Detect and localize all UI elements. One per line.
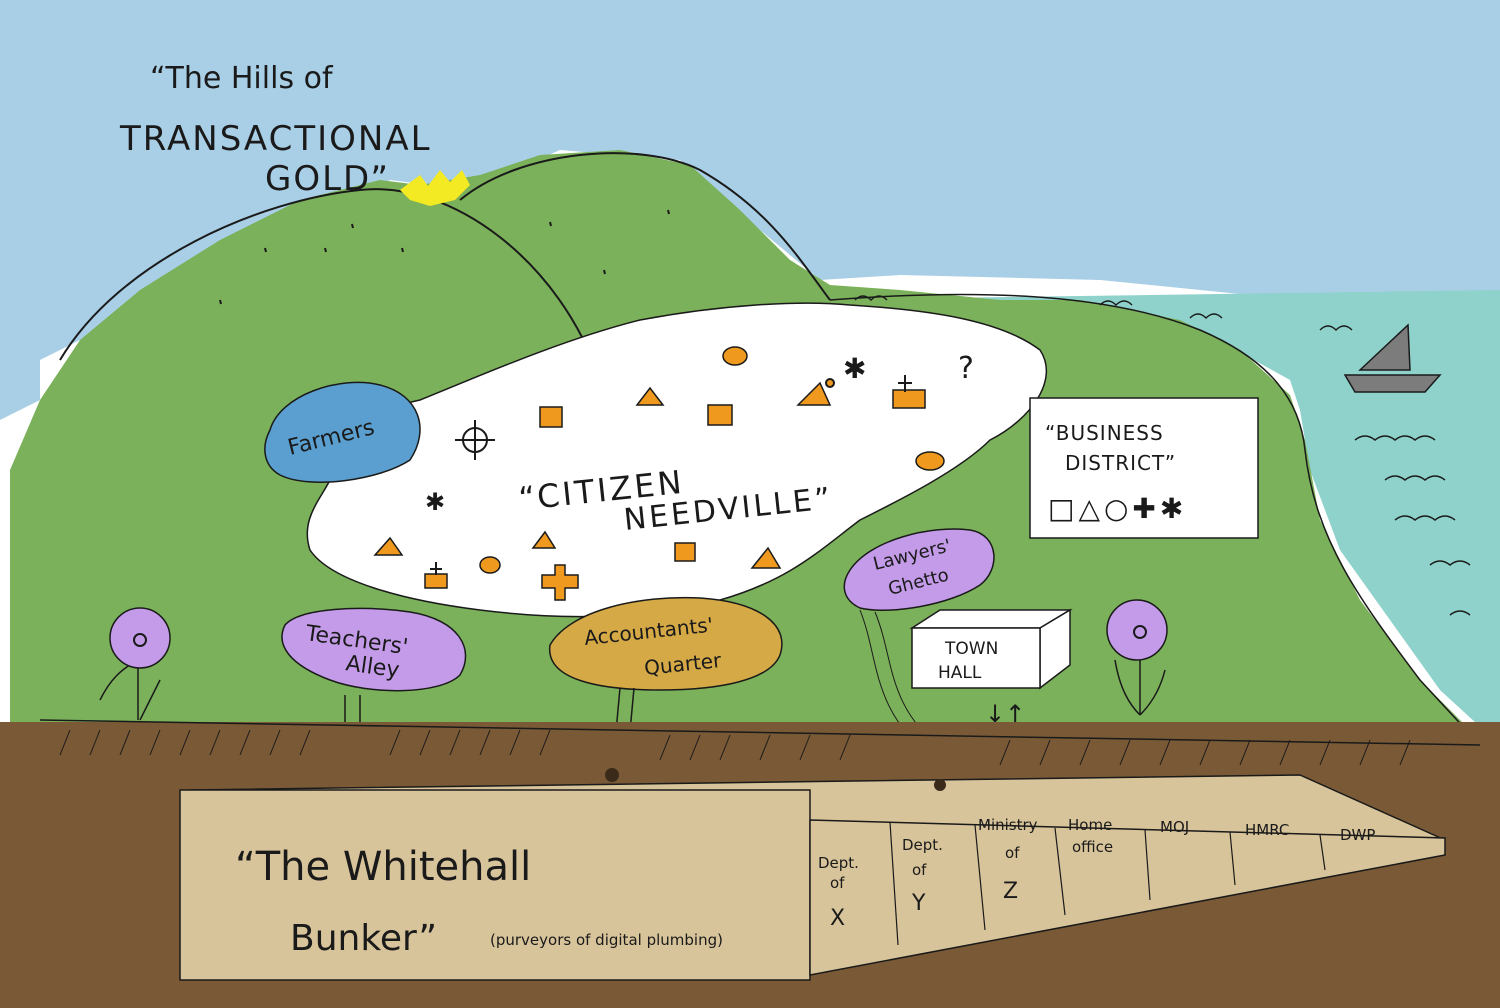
gold-deposit — [400, 170, 470, 206]
city-line-symbols — [430, 375, 912, 575]
farmers-area — [264, 381, 421, 483]
business-district-line-2: DISTRICT” — [1065, 451, 1176, 475]
grass-ticks — [219, 209, 670, 305]
lawyers-ghetto-area — [843, 528, 995, 611]
svg-text:of: of — [912, 861, 927, 879]
town-hall-line-1: TOWN — [944, 639, 998, 659]
square-symbol — [539, 406, 563, 428]
svg-text:MOJ: MOJ — [1160, 818, 1189, 836]
triangle-symbol — [750, 546, 782, 569]
square-symbol — [707, 404, 733, 426]
department-moj: MOJ — [1160, 818, 1189, 836]
svg-text:of: of — [1005, 844, 1020, 862]
asterisk-symbol: ✱ — [843, 352, 866, 385]
bunker-title-line-1: “The Whitehall — [235, 844, 531, 890]
triangle-symbol — [531, 530, 557, 549]
svg-text:office: office — [1072, 838, 1113, 856]
sky — [0, 0, 1500, 380]
sea — [800, 290, 1500, 745]
business-district-box — [1029, 397, 1259, 539]
sailboat — [1343, 323, 1442, 393]
department-dept-x: Dept. of X — [818, 854, 859, 931]
title-line-1: “The Hills of — [150, 61, 334, 96]
bunker-title-line-2: Bunker” — [290, 918, 437, 959]
town-hall-line-2: HALL — [938, 663, 982, 683]
triangle-symbol — [635, 386, 665, 406]
town-hall-front — [911, 627, 1041, 689]
triangle-symbol — [373, 536, 404, 556]
svg-text:DWP: DWP — [1340, 826, 1375, 844]
square-symbol — [674, 542, 696, 562]
circle-symbol — [722, 346, 748, 366]
teachers-alley-area — [281, 607, 467, 692]
soil-hatching — [59, 729, 1411, 766]
waves — [854, 295, 1471, 616]
svg-text:HMRC: HMRC — [1245, 821, 1289, 839]
department-dividers — [889, 821, 1326, 946]
coastline — [829, 293, 1481, 746]
bunker-front — [179, 789, 811, 981]
department-ministry-z: Ministry of Z — [978, 816, 1038, 904]
svg-text:Z: Z — [1003, 879, 1018, 904]
svg-text:Dept.: Dept. — [902, 836, 943, 854]
business-district-symbols: □△○✚✱ — [1048, 492, 1187, 525]
triangle-symbol — [796, 381, 832, 406]
accountants-quarter-area — [549, 596, 783, 691]
department-dept-y: Dept. of Y — [902, 836, 943, 916]
title-line-3: GOLD” — [265, 159, 390, 199]
flower-left — [99, 607, 171, 721]
department-hmrc: HMRC — [1245, 821, 1289, 839]
soil-surface-line — [39, 719, 1481, 746]
svg-text:X: X — [830, 906, 845, 931]
city-symbols — [373, 346, 945, 601]
circle-symbol — [479, 556, 501, 574]
citizen-needville-area — [306, 302, 1047, 618]
circle-symbol — [915, 451, 945, 471]
hill-outline-right — [459, 152, 831, 301]
department-home-office: Home office — [1068, 816, 1113, 856]
gold-dot — [825, 378, 835, 388]
pipe-end — [934, 779, 946, 791]
svg-text:Dept.: Dept. — [818, 854, 859, 872]
question-symbol: ? — [958, 351, 974, 386]
pipe-end — [605, 768, 619, 782]
flag-symbol — [892, 389, 926, 409]
svg-text:of: of — [830, 874, 845, 892]
department-dwp: DWP — [1340, 826, 1375, 844]
svg-text:Ministry: Ministry — [978, 816, 1038, 834]
flag-symbol — [424, 573, 448, 589]
sky-left-strip — [0, 0, 40, 420]
business-district-line-1: “BUSINESS — [1045, 421, 1164, 445]
hill-outline-left — [59, 188, 601, 381]
svg-text:Y: Y — [911, 891, 926, 916]
svg-text:Home: Home — [1068, 816, 1112, 834]
flower-right — [1106, 599, 1168, 716]
asterisk-symbol: ✱ — [425, 488, 445, 516]
bunker-subtitle: (purveyors of digital plumbing) — [490, 931, 723, 949]
cross-symbol — [541, 564, 579, 601]
title-line-2: TRANSACTIONAL — [119, 119, 432, 159]
bunker-side — [809, 819, 1446, 976]
